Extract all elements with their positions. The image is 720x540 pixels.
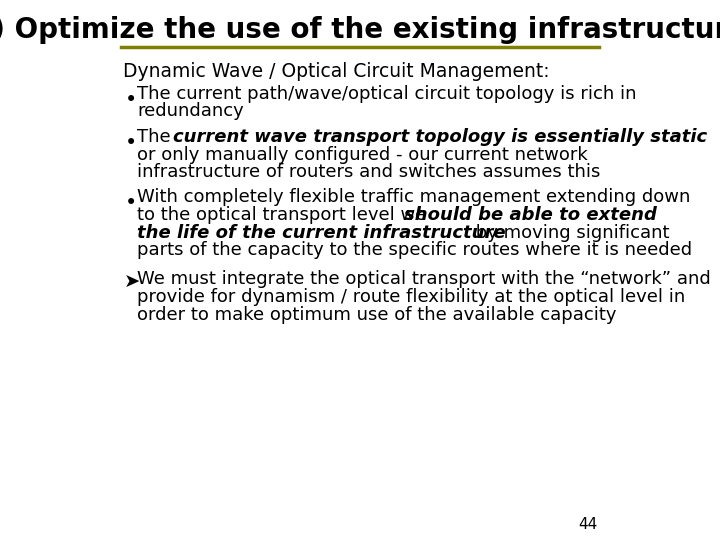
Text: should be able to extend: should be able to extend [404,206,657,224]
Text: to the optical transport level we: to the optical transport level we [138,206,433,224]
Text: The current path/wave/optical circuit topology is rich in: The current path/wave/optical circuit to… [138,85,637,103]
Text: current wave transport topology is essentially static: current wave transport topology is essen… [173,128,707,146]
Text: The: The [138,128,177,146]
Text: •: • [125,90,137,110]
Text: ➤: ➤ [123,273,140,292]
Text: 44: 44 [579,517,598,532]
Text: With completely flexible traffic management extending down: With completely flexible traffic managem… [138,188,690,206]
Text: the life of the current infrastructure: the life of the current infrastructure [138,224,506,241]
Text: parts of the capacity to the specific routes where it is needed: parts of the capacity to the specific ro… [138,241,693,259]
Text: Dynamic Wave / Optical Circuit Management:: Dynamic Wave / Optical Circuit Managemen… [123,62,550,81]
Text: •: • [125,193,137,213]
Text: •: • [125,133,137,153]
Text: or only manually configured - our current network: or only manually configured - our curren… [138,145,588,164]
Text: We must integrate the optical transport with the “network” and: We must integrate the optical transport … [138,271,711,288]
Text: by moving significant: by moving significant [470,224,670,241]
Text: redundancy: redundancy [138,103,244,120]
Text: provide for dynamism / route flexibility at the optical level in: provide for dynamism / route flexibility… [138,288,685,306]
Text: 1) Optimize the use of the existing infrastructure: 1) Optimize the use of the existing infr… [0,16,720,44]
Text: infrastructure of routers and switches assumes this: infrastructure of routers and switches a… [138,163,600,181]
Text: order to make optimum use of the available capacity: order to make optimum use of the availab… [138,306,617,323]
